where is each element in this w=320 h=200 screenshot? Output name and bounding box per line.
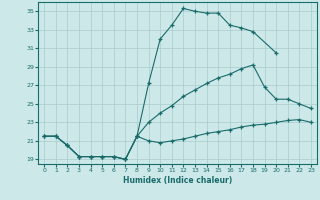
X-axis label: Humidex (Indice chaleur): Humidex (Indice chaleur) [123,176,232,185]
